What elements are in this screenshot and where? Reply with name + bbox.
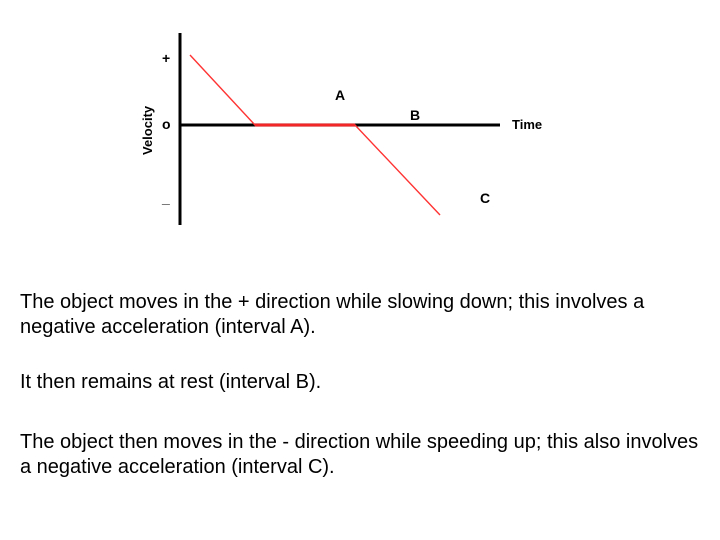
segment-label-c: C	[480, 190, 490, 206]
page: + o _ Velocity Time A B C The object mov…	[0, 0, 720, 540]
paragraph-1: The object moves in the + direction whil…	[20, 290, 700, 340]
paragraph-2: It then remains at rest (interval B).	[20, 370, 700, 395]
y-tick-minus: _	[162, 190, 170, 206]
paragraph-3: The object then moves in the - direction…	[20, 430, 700, 480]
y-tick-zero: o	[162, 116, 171, 132]
x-axis-label: Time	[512, 117, 542, 132]
y-axis-label: Velocity	[140, 106, 155, 155]
chart-svg	[120, 25, 560, 235]
y-tick-plus: +	[162, 50, 170, 66]
velocity-time-chart: + o _ Velocity Time A B C	[120, 25, 560, 235]
velocity-line	[190, 55, 440, 215]
segment-label-b: B	[410, 107, 420, 123]
segment-label-a: A	[335, 87, 345, 103]
